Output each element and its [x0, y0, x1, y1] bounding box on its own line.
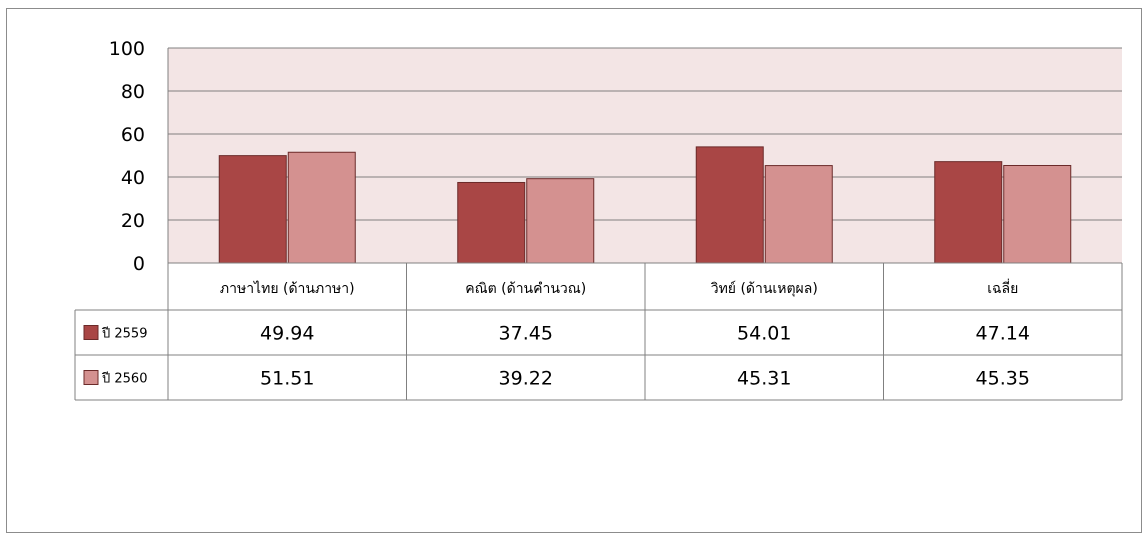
- bar-2-4: [1003, 164, 1072, 264]
- bar-2-3: [764, 165, 833, 264]
- category-label: เฉลี่ย: [987, 279, 1018, 297]
- category-label: วิทย์ (ด้านเหตุผล): [711, 280, 818, 297]
- bar-1-1: [218, 155, 287, 264]
- y-tick-label: 0: [133, 253, 145, 275]
- data-label: 37.45: [499, 323, 553, 345]
- data-label: 45.31: [737, 368, 791, 390]
- data-label: 54.01: [737, 323, 791, 345]
- y-tick-label: 80: [121, 81, 145, 103]
- data-label: 49.94: [260, 323, 314, 345]
- bar-2-1: [287, 151, 356, 264]
- y-tick-label: 60: [121, 124, 145, 146]
- data-table: ภาษาไทย (ด้านภาษา) คณิต (ด้านคำนวณ) วิทย์ …: [74, 262, 1123, 401]
- y-tick-label: 40: [121, 167, 145, 189]
- y-tick-label: 20: [121, 210, 145, 232]
- legend-label: ปี 2559: [101, 326, 147, 342]
- y-tick-label: 100: [109, 38, 145, 60]
- category-label: ภาษาไทย (ด้านภาษา): [220, 280, 355, 297]
- data-label: 51.51: [260, 368, 314, 390]
- bar-2-2: [526, 178, 595, 264]
- bar-1-3: [695, 146, 764, 264]
- data-label: 39.22: [499, 368, 553, 390]
- legend-key: [83, 325, 99, 340]
- bar-1-4: [934, 161, 1003, 264]
- bar-1-2: [457, 181, 526, 264]
- data-label: 47.14: [976, 323, 1030, 345]
- y-axis-ticks: 0 20 40 60 80 100: [109, 38, 145, 275]
- legend-key: [83, 370, 99, 385]
- data-label: 45.35: [976, 368, 1030, 390]
- legend-label: ปี 2560: [101, 371, 147, 387]
- category-label: คณิต (ด้านคำนวณ): [465, 281, 586, 297]
